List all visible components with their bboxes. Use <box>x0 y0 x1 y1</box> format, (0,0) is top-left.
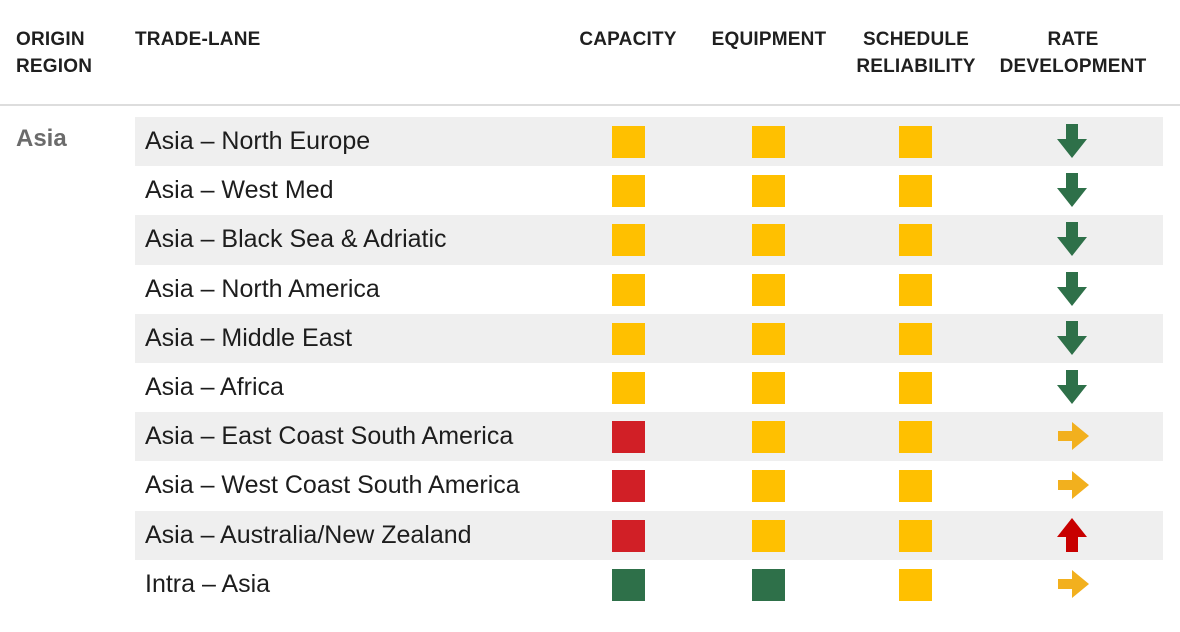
equipment-indicator <box>752 371 785 404</box>
schedule-reliability-indicator <box>899 519 932 552</box>
trade-lane-label: Asia – Australia/New Zealand <box>145 520 472 549</box>
header-origin-line2: REGION <box>16 56 93 77</box>
header-schedule-reliability: SCHEDULE RELIABILITY <box>850 26 982 80</box>
trade-lane-label: Asia – Middle East <box>145 323 353 352</box>
equipment-indicator <box>752 273 785 306</box>
equipment-indicator <box>752 322 785 355</box>
trade-lane-label: Asia – North America <box>145 274 380 303</box>
arrow-right-icon <box>1058 422 1089 451</box>
table-row: Asia – East Coast South America <box>135 412 1163 462</box>
table-row: Asia – Black Sea & Adriatic <box>135 215 1163 265</box>
header-origin-region: ORIGIN REGION <box>16 26 136 80</box>
equipment-indicator <box>752 470 785 503</box>
arrow-down-icon <box>1057 222 1087 257</box>
capacity-indicator <box>612 568 645 601</box>
equipment-indicator <box>752 421 785 454</box>
trade-lane-label: Asia – East Coast South America <box>145 422 514 451</box>
schedule-reliability-indicator <box>899 421 932 454</box>
schedule-reliability-indicator <box>899 273 932 306</box>
arrow-down-icon <box>1057 320 1087 355</box>
table-row: Asia – Middle East <box>135 313 1163 363</box>
equipment-indicator <box>752 519 785 552</box>
origin-region-label: Asia <box>16 125 67 152</box>
schedule-reliability-indicator <box>899 371 932 404</box>
trade-lane-label: Asia – West Coast South America <box>145 471 520 500</box>
header-trade-lane: TRADE-LANE <box>135 29 261 50</box>
capacity-indicator <box>612 175 645 208</box>
arrow-down-icon <box>1057 173 1087 208</box>
arrow-right-icon <box>1058 569 1089 598</box>
capacity-indicator <box>612 224 645 257</box>
schedule-reliability-indicator <box>899 224 932 257</box>
equipment-indicator <box>752 175 785 208</box>
header-rate-line1: RATE <box>1047 29 1099 50</box>
capacity-indicator <box>612 421 645 454</box>
capacity-indicator <box>612 126 645 158</box>
schedule-reliability-indicator <box>899 175 932 208</box>
trade-lane-label: Asia – West Med <box>145 176 334 205</box>
capacity-indicator <box>612 519 645 552</box>
arrow-down-icon <box>1057 271 1087 306</box>
header-origin-line1: ORIGIN <box>16 29 85 50</box>
table-row: Asia – West Med <box>135 166 1163 215</box>
schedule-reliability-indicator <box>899 470 932 503</box>
trade-lane-label: Intra – Asia <box>145 569 271 598</box>
capacity-indicator <box>612 470 645 503</box>
header-schedule-line1: SCHEDULE <box>862 29 970 50</box>
arrow-up-icon <box>1057 517 1087 552</box>
trade-lane-label: Asia – Africa <box>145 372 284 401</box>
trade-lane-label: Asia – North Europe <box>145 127 371 155</box>
header-rate-development: RATE DEVELOPMENT <box>990 26 1156 80</box>
header-schedule-line2: RELIABILITY <box>856 56 976 77</box>
table-row: Asia – North America <box>135 265 1163 314</box>
schedule-reliability-indicator <box>899 322 932 355</box>
table-row: Asia – Australia/New Zealand <box>135 510 1163 560</box>
table-row: Asia – North Europe <box>135 117 1163 167</box>
equipment-indicator <box>752 224 785 257</box>
schedule-reliability-indicator <box>899 568 932 601</box>
header-equipment: EQUIPMENT <box>711 29 827 50</box>
header-rate-line2: DEVELOPMENT <box>999 56 1147 77</box>
table-row: Asia – Africa <box>135 363 1163 412</box>
arrow-down-icon <box>1057 124 1087 158</box>
capacity-indicator <box>612 371 645 404</box>
capacity-indicator <box>612 273 645 306</box>
schedule-reliability-indicator <box>899 126 932 158</box>
header-divider <box>0 104 1180 106</box>
header-capacity: CAPACITY <box>579 29 677 50</box>
table-row: Asia – West Coast South America <box>135 461 1163 510</box>
arrow-right-icon <box>1058 471 1089 500</box>
arrow-down-icon <box>1057 369 1087 404</box>
trade-lane-table: Asia – North Europe Asia – West Med Asia –… <box>135 117 1163 609</box>
equipment-indicator <box>752 568 785 601</box>
capacity-indicator <box>612 322 645 355</box>
table-row: Intra – Asia <box>135 560 1163 609</box>
equipment-indicator <box>752 126 785 158</box>
trade-lane-label: Asia – Black Sea & Adriatic <box>145 225 447 254</box>
